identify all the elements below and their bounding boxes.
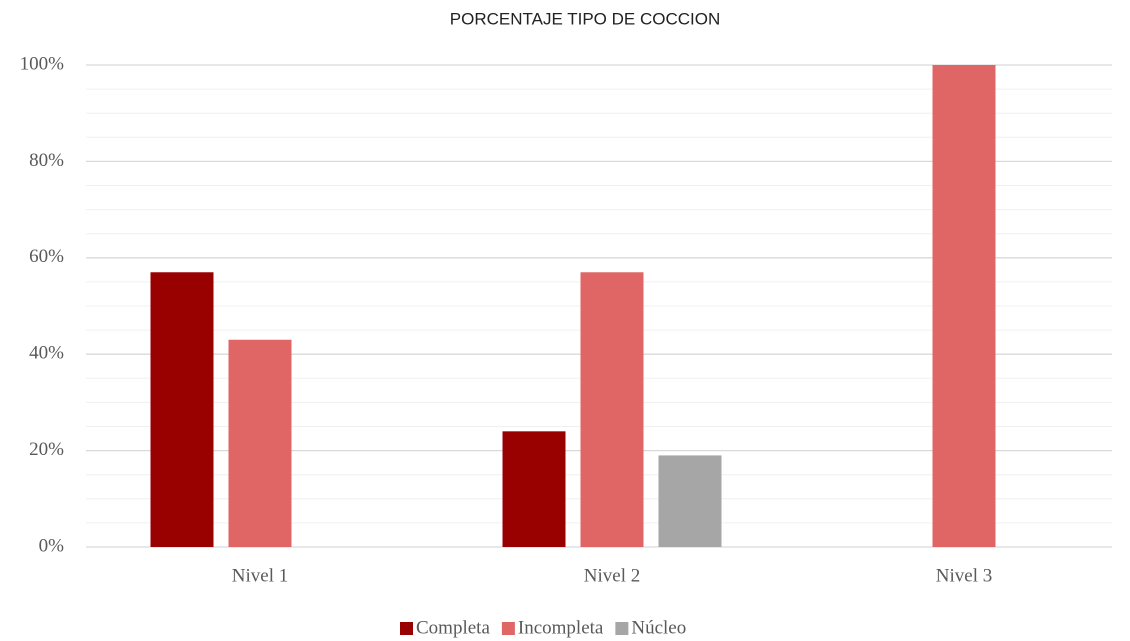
bar bbox=[228, 339, 292, 547]
x-tick-label: Nivel 2 bbox=[584, 565, 640, 586]
legend-swatch bbox=[501, 622, 515, 635]
bar bbox=[580, 272, 644, 547]
legend-swatch bbox=[615, 622, 629, 635]
bar bbox=[150, 272, 214, 547]
x-tick-label: Nivel 3 bbox=[936, 565, 992, 586]
y-tick-label: 0% bbox=[39, 535, 65, 556]
legend-label: Núcleo bbox=[631, 617, 686, 638]
y-tick-label: 100% bbox=[20, 53, 65, 74]
y-tick-label: 80% bbox=[29, 150, 64, 171]
legend-swatch bbox=[400, 622, 413, 635]
x-tick-label: Nivel 1 bbox=[232, 565, 288, 586]
chart-title: PORCENTAJE TIPO DE COCCION bbox=[450, 9, 720, 28]
legend-label: Incompleta bbox=[518, 617, 604, 638]
y-tick-label: 20% bbox=[29, 439, 64, 460]
y-tick-label: 40% bbox=[29, 343, 64, 364]
bar bbox=[502, 431, 566, 547]
bar bbox=[658, 455, 722, 547]
y-tick-label: 60% bbox=[29, 246, 64, 267]
bar bbox=[932, 65, 996, 547]
legend-label: Completa bbox=[416, 617, 490, 638]
